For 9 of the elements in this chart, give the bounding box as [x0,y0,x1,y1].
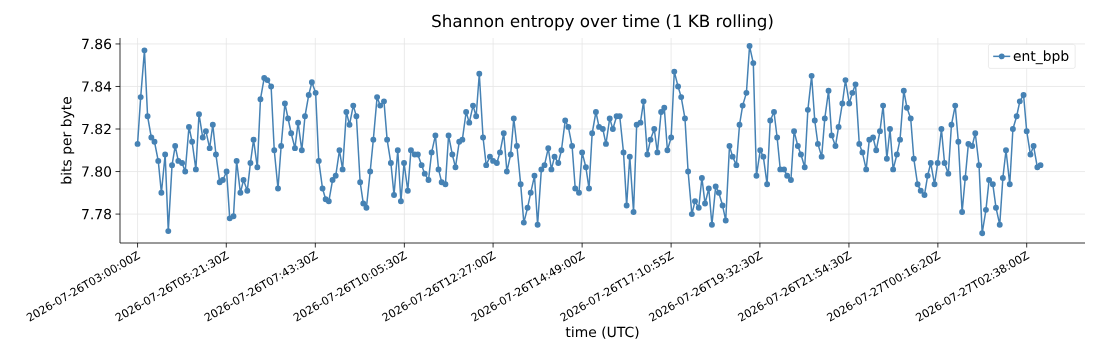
y-axis-title: bits per byte [60,97,75,184]
legend-label: ent_bpb [1013,50,1069,65]
y-tick-label: 7.84 [82,81,112,92]
x-axis-title: time (UTC) [565,326,639,339]
chart-title: Shannon entropy over time (1 KB rolling) [432,14,773,31]
y-tick-label: 7.78 [82,208,112,220]
y-tick-label: 7.80 [82,166,112,177]
y-tick-label: 7.86 [82,38,112,50]
y-tick-label: 7.82 [82,123,111,135]
